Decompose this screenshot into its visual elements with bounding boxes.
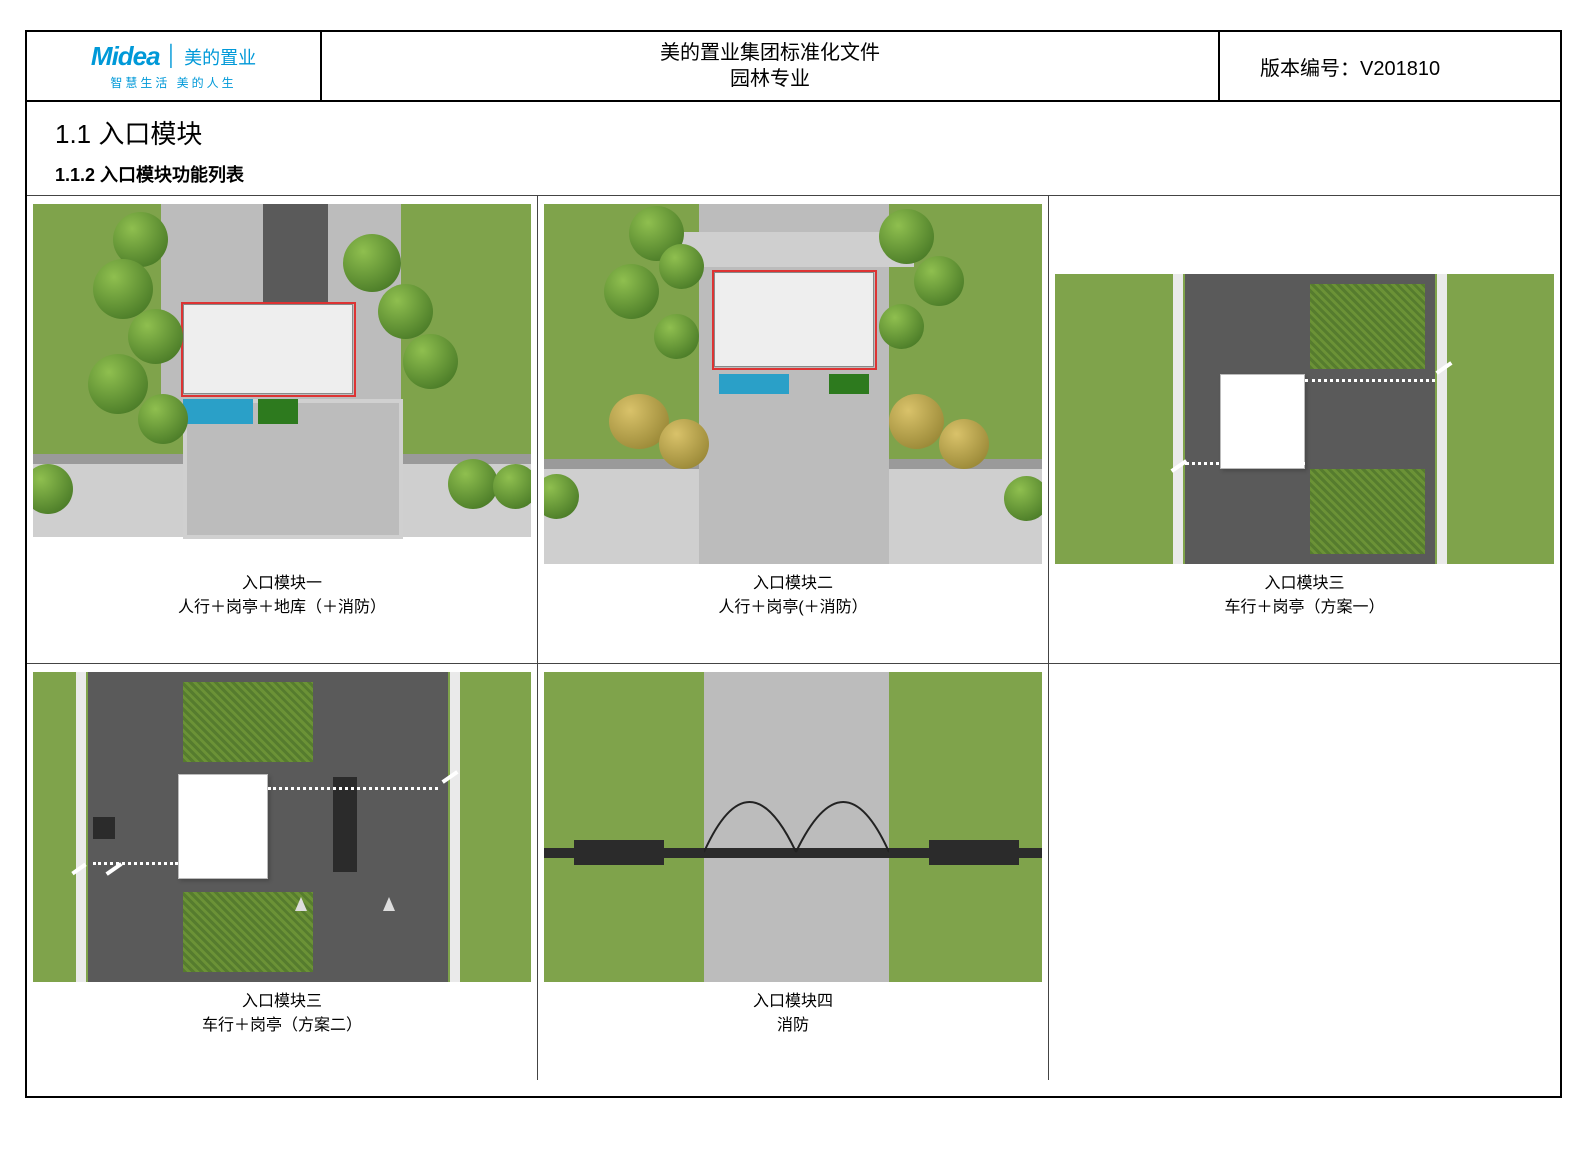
module-cell-1: 入口模块一 人行＋岗亭＋地库（＋消防） [27,196,538,664]
module-2-caption: 入口模块二 人行＋岗亭(＋消防） [718,572,867,620]
caption-line1: 入口模块三 [1224,572,1384,596]
module-cell-5: 入口模块四 消防 [538,664,1049,1081]
title-line1: 美的置业集团标准化文件 [660,40,880,66]
title-cell: 美的置业集团标准化文件 园林专业 [322,32,1220,100]
title-line2: 园林专业 [730,66,810,92]
logo-cell: Midea │ 美的置业 智慧生活 美的人生 [27,32,322,100]
caption-line1: 入口模块四 [753,990,833,1014]
section-titles: 1.1 入口模块 1.1.2 入口模块功能列表 [27,102,1560,195]
caption-line1: 入口模块三 [202,990,362,1014]
caption-line2: 人行＋岗亭(＋消防） [718,596,867,620]
caption-line2: 车行＋岗亭（方案二） [202,1014,362,1038]
section-h2: 1.1.2 入口模块功能列表 [55,161,1532,187]
version-cell: 版本编号：V201810 [1220,32,1560,100]
logo-subtext: 智慧生活 美的人生 [110,74,236,91]
logo-cn-text: 美的置业 [184,44,256,70]
module-1-caption: 入口模块一 人行＋岗亭＋地库（＋消防） [178,572,386,620]
module-5-caption: 入口模块四 消防 [753,990,833,1038]
caption-line1: 入口模块一 [178,572,386,596]
module-cell-4: 入口模块三 车行＋岗亭（方案二） [27,664,538,1081]
logo-brand-text: Midea [91,41,160,72]
module-cell-3: 入口模块三 车行＋岗亭（方案一） [1049,196,1560,664]
module-4-diagram [33,672,531,982]
gate-arc-icon [704,742,889,862]
module-5-diagram [544,672,1042,982]
module-3-caption: 入口模块三 车行＋岗亭（方案一） [1224,572,1384,620]
caption-line2: 人行＋岗亭＋地库（＋消防） [178,596,386,620]
module-3-diagram [1055,274,1554,564]
logo-divider: │ [166,45,179,68]
module-2-diagram [544,204,1042,564]
version-label: 版本编号：V201810 [1260,52,1440,81]
caption-line1: 入口模块二 [718,572,867,596]
module-4-caption: 入口模块三 车行＋岗亭（方案二） [202,990,362,1038]
module-grid: 入口模块一 人行＋岗亭＋地库（＋消防） [27,195,1560,1080]
module-cell-empty [1049,664,1560,1081]
caption-line2: 消防 [753,1014,833,1038]
module-cell-2: 入口模块二 人行＋岗亭(＋消防） [538,196,1049,664]
module-1-diagram [33,204,531,564]
caption-line2: 车行＋岗亭（方案一） [1224,596,1384,620]
section-h1: 1.1 入口模块 [55,114,1532,151]
header-row: Midea │ 美的置业 智慧生活 美的人生 美的置业集团标准化文件 园林专业 … [27,32,1560,102]
document-page: Midea │ 美的置业 智慧生活 美的人生 美的置业集团标准化文件 园林专业 … [25,30,1562,1098]
logo-row: Midea │ 美的置业 [91,41,256,72]
